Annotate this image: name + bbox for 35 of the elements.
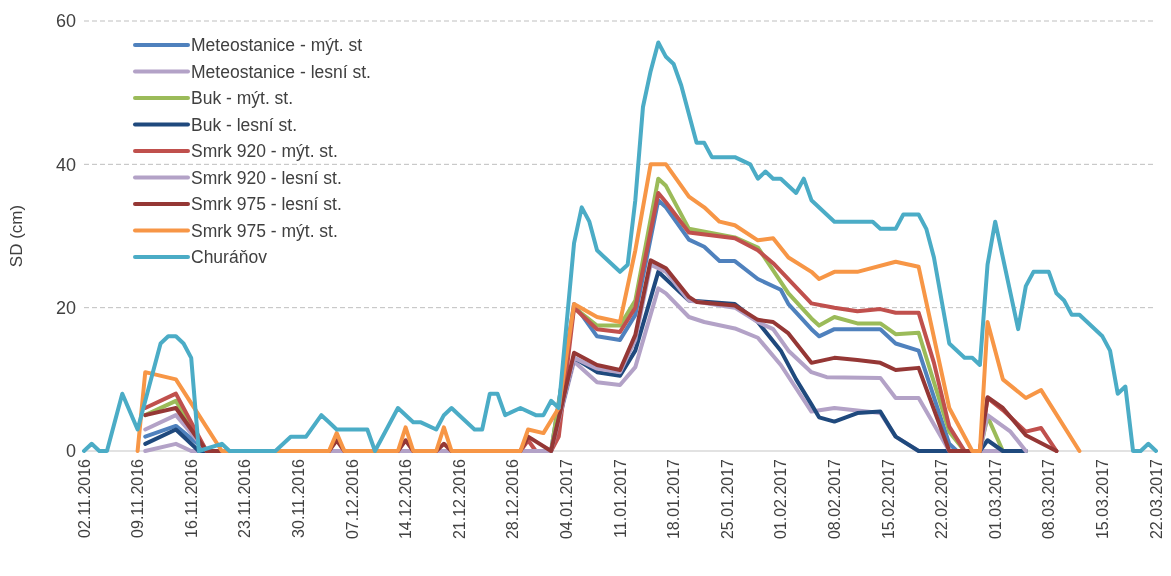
x-tick-label: 01.02.2017 [772,458,790,540]
x-tick-label: 07.12.2016 [343,458,361,540]
x-tick-label: 09.11.2016 [129,458,147,538]
x-tick-label: 30.11.2016 [290,458,307,538]
y-tick-label: 60 [55,11,76,32]
x-tick-label: 08.02.2017 [826,458,843,540]
x-tick-label: 15.03.2017 [1094,458,1111,540]
legend-label: Smrk 975 - lesní st. [191,194,342,215]
x-tick-label: 22.02.2017 [933,458,951,540]
x-tick-label: 25.01.2017 [718,458,736,540]
x-tick-label: 14.12.2016 [397,458,415,540]
x-tick-label: 21.12.2016 [450,458,468,540]
x-tick-label: 23.11.2016 [236,458,254,538]
legend-label: Meteostanice - mýt. st [191,35,363,56]
x-tick-label: 02.11.2016 [75,458,93,538]
x-tick-label: 04.01.2017 [558,458,575,540]
legend-label: Smrk 975 - mýt. st. [191,220,338,241]
legend-label: Churáňov [191,247,268,268]
x-tick-label: 15.02.2017 [879,458,897,540]
legend-label: Smrk 920 - lesní st. [191,167,342,188]
y-tick-label: 0 [65,441,76,462]
y-tick-label: 40 [55,154,76,175]
x-tick-label: 18.01.2017 [665,458,683,540]
legend-label: Buk - lesní st. [191,114,298,135]
x-tick-label: 01.03.2017 [986,458,1004,540]
y-axis-title: SD (cm) [7,204,26,268]
x-tick-label: 22.03.2017 [1147,458,1165,540]
y-tick-label: 20 [55,297,76,318]
x-tick-label: 16.11.2016 [182,458,200,538]
legend-label: Buk - mýt. st. [191,88,294,109]
x-tick-label: 11.01.2017 [611,458,629,538]
legend-label: Meteostanice - lesní st. [191,61,371,82]
x-tick-label: 08.03.2017 [1040,458,1058,540]
legend-label: Smrk 920 - mýt. st. [191,141,338,162]
x-tick-label: 28.12.2016 [504,458,522,540]
